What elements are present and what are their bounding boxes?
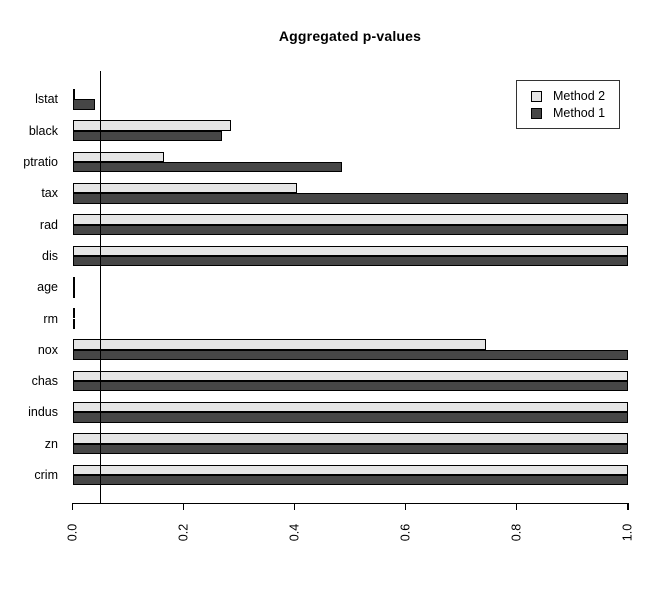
bar-age-method-1 xyxy=(72,287,76,298)
legend: Method 2 Method 1 xyxy=(516,80,620,129)
legend-item-method-1: Method 1 xyxy=(531,105,619,121)
legend-item-method-2: Method 2 xyxy=(531,88,619,104)
category-label-zn: zn xyxy=(44,436,58,451)
x-tick-1.0 xyxy=(627,502,629,510)
category-label-rm: rm xyxy=(43,311,58,326)
category-label-indus: indus xyxy=(28,405,58,420)
bar-age-method-2 xyxy=(72,276,75,288)
x-tick-label-0.0: 0.0 xyxy=(65,523,79,542)
bar-indus-method-1 xyxy=(72,412,628,423)
bar-ptratio-method-2 xyxy=(72,151,165,162)
x-axis-line xyxy=(72,502,629,504)
x-tick-0.2 xyxy=(183,502,185,510)
bar-dis-method-1 xyxy=(72,255,628,267)
bar-rad-method-1 xyxy=(72,224,628,235)
category-label-dis: dis xyxy=(42,248,58,263)
chart-title: Aggregated p-values xyxy=(278,28,422,44)
category-label-ptratio: ptratio xyxy=(23,155,58,169)
bar-zn-method-1 xyxy=(72,443,628,455)
category-label-lstat: lstat xyxy=(35,92,58,107)
bar-crim-method-2 xyxy=(72,464,628,475)
bar-tax-method-1 xyxy=(72,193,628,204)
legend-label-method-1: Method 1 xyxy=(553,106,606,120)
bar-dis-method-2 xyxy=(72,245,628,256)
bar-zn-method-2 xyxy=(72,433,628,444)
bar-crim-method-1 xyxy=(72,475,628,486)
category-label-rad: rad xyxy=(39,217,58,232)
bar-ptratio-method-1 xyxy=(72,162,342,173)
category-label-black: black xyxy=(28,123,58,138)
x-tick-label-0.2: 0.2 xyxy=(176,523,191,542)
x-tick-0.4 xyxy=(294,502,296,510)
bar-indus-method-2 xyxy=(72,402,628,413)
x-tick-label-0.4: 0.4 xyxy=(287,523,302,542)
x-tick-label-0.8: 0.8 xyxy=(509,523,524,542)
bar-chas-method-2 xyxy=(72,370,628,382)
bar-black-method-1 xyxy=(72,130,223,142)
reference-line xyxy=(99,71,101,503)
legend-swatch-method-2-icon xyxy=(531,90,542,102)
bar-rm-method-1 xyxy=(72,318,75,329)
category-label-chas: chas xyxy=(31,374,58,389)
legend-label-method-2: Method 2 xyxy=(553,89,606,103)
x-tick-0.6 xyxy=(405,502,407,510)
bar-rad-method-2 xyxy=(72,214,628,225)
bar-tax-method-2 xyxy=(72,182,298,194)
bar-rm-method-2 xyxy=(72,308,75,319)
bar-nox-method-1 xyxy=(72,349,628,361)
legend-swatch-method-1-icon xyxy=(531,107,542,119)
bar-nox-method-2 xyxy=(72,339,487,350)
category-label-nox: nox xyxy=(37,342,58,357)
bar-black-method-2 xyxy=(72,120,231,131)
x-tick-label-1.0: 1.0 xyxy=(620,523,635,542)
bar-chas-method-1 xyxy=(72,381,628,392)
x-tick-0.0 xyxy=(71,502,74,510)
bar-lstat-method-2 xyxy=(72,89,75,100)
bar-lstat-method-1 xyxy=(72,99,95,110)
category-label-crim: crim xyxy=(34,468,58,482)
category-label-age: age xyxy=(37,280,58,295)
x-tick-0.8 xyxy=(516,502,518,510)
x-tick-label-0.6: 0.6 xyxy=(398,523,413,542)
category-label-tax: tax xyxy=(41,186,58,201)
